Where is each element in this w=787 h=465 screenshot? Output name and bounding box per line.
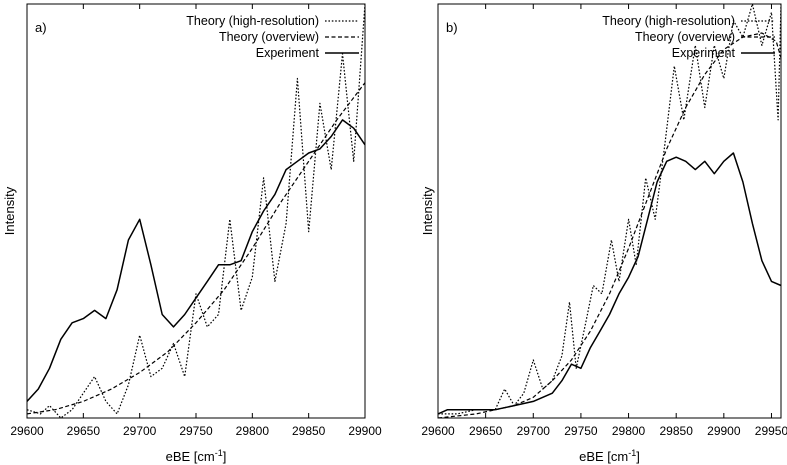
series-line-solid xyxy=(438,152,781,415)
x-axis-title: eBE [cm-1] xyxy=(166,448,227,464)
series-line-solid xyxy=(27,119,365,402)
x-tick-label: 29600 xyxy=(10,424,44,438)
legend-label: Theory (overview) xyxy=(635,30,735,44)
x-tick-label: 29700 xyxy=(123,424,157,438)
legend-label: Theory (high-resolution) xyxy=(186,14,319,28)
series-line-dashed xyxy=(27,82,365,415)
x-tick-label: 29600 xyxy=(421,424,455,438)
y-axis-title: Intensity xyxy=(420,186,435,235)
chart-panel-2: 29600 29650 29700 29750 29800 29850 29900 29950… xyxy=(420,3,787,464)
legend-label: Experiment xyxy=(256,46,320,60)
x-tick-label: 29850 xyxy=(292,424,326,438)
x-tick-label: 29800 xyxy=(612,424,646,438)
plot-frame xyxy=(437,3,782,419)
x-tick-label: 29900 xyxy=(707,424,741,438)
panel-label: a) xyxy=(35,20,47,35)
legend-label: Theory (overview) xyxy=(219,30,319,44)
plot-frame xyxy=(26,3,366,419)
series-line-dashed xyxy=(438,32,781,418)
legend-label: Theory (high-resolution) xyxy=(602,14,735,28)
y-axis-title: Intensity xyxy=(2,186,17,235)
legend-label: Experiment xyxy=(672,46,736,60)
x-tick-label: 29650 xyxy=(469,424,503,438)
x-axis-title: eBE [cm-1] xyxy=(579,448,640,464)
series-line-dotted xyxy=(27,4,365,418)
x-tick-label: 29800 xyxy=(236,424,270,438)
x-tick-label: 29700 xyxy=(517,424,551,438)
x-tick-label: 29750 xyxy=(564,424,598,438)
x-tick-label: 29650 xyxy=(67,424,101,438)
panel-label: b) xyxy=(446,20,458,35)
x-tick-label: 29850 xyxy=(660,424,694,438)
x-tick-label: 29900 xyxy=(348,424,382,438)
series-line-dotted xyxy=(438,4,781,415)
x-tick-label: 29950 xyxy=(755,424,787,438)
chart-panel-1: 29600 29650 29700 29750 29800 29850 29900 eBE [… xyxy=(2,3,382,464)
x-tick-label: 29750 xyxy=(179,424,213,438)
